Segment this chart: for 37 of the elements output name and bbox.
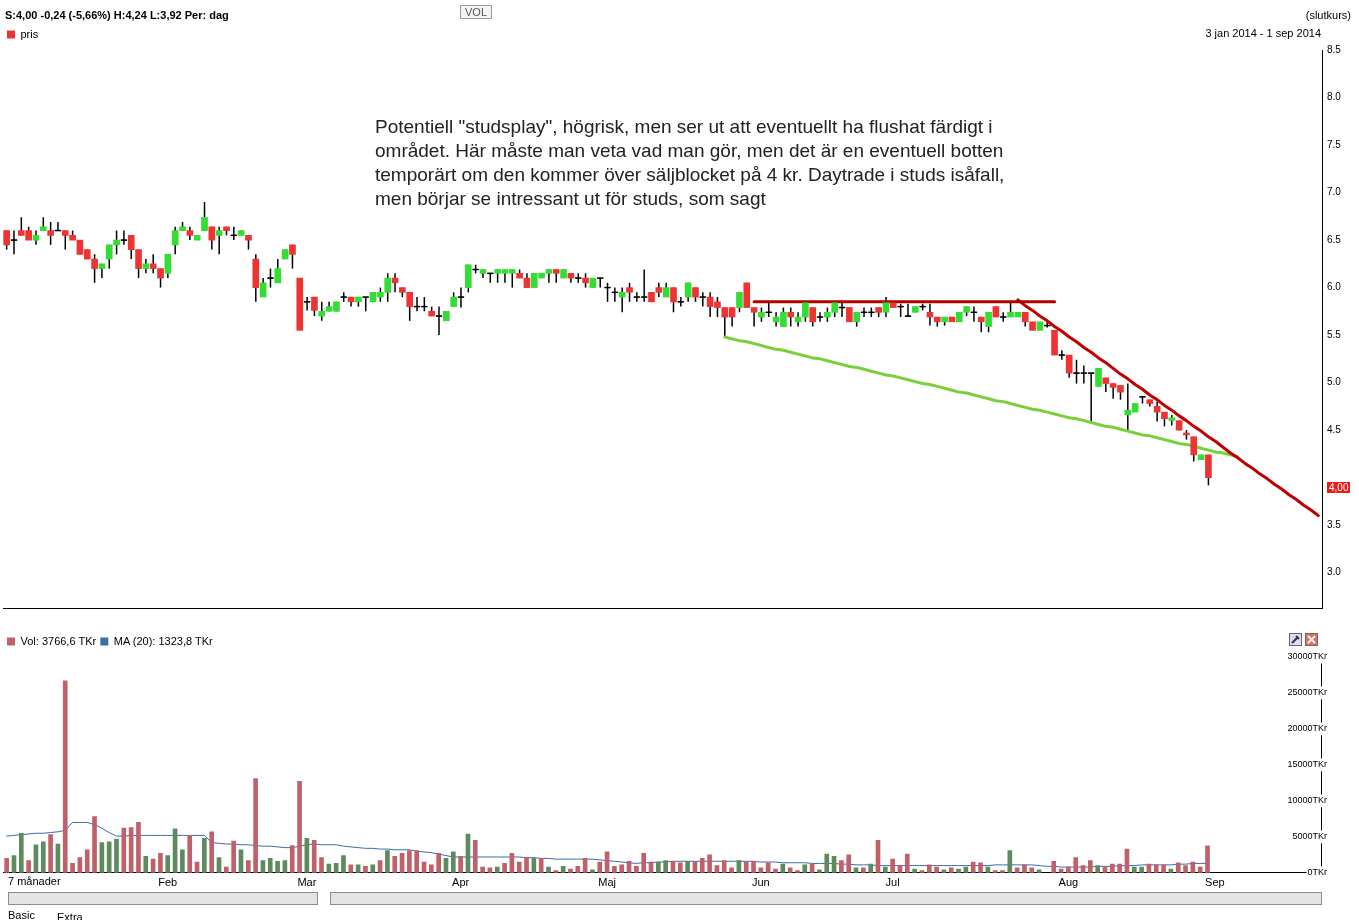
text: Basic — [8, 909, 35, 920]
y-tick-label: 10000TKr — [1287, 795, 1327, 806]
text: 4,00 — [1327, 482, 1351, 493]
y-tick-label: 30000TKr — [1287, 651, 1327, 662]
text: 3 jan 2014 - 1 sep 2014 — [1205, 27, 1321, 39]
text: (slutkurs) — [1305, 9, 1351, 21]
y-tick-label: 6.5 — [1327, 233, 1342, 245]
x-tick-label: Jul — [885, 876, 900, 889]
y-tick-label: 4.5 — [1327, 423, 1342, 435]
x-tick-label: Apr — [452, 876, 470, 889]
y-tick-label: 5.0 — [1327, 376, 1342, 388]
y-tick-label: 5.5 — [1327, 328, 1342, 340]
text: VOL — [460, 5, 493, 19]
y-tick-label: 7.5 — [1327, 138, 1342, 150]
x-tick-label: Mar — [297, 876, 317, 889]
x-tick-label: Jun — [751, 876, 770, 889]
y-tick-label: 6.0 — [1327, 281, 1342, 293]
y-tick-label: 20000TKr — [1287, 723, 1327, 734]
chart-subtitle: S:4,00 -0,24 (-5,66%) H:4,24 L:3,92 Per: dag — [5, 9, 229, 21]
x-tick-label: Aug — [1058, 876, 1079, 889]
y-tick-label: 8.0 — [1327, 91, 1342, 103]
x-tick-label: Sep — [1205, 876, 1225, 889]
legend-label: pris — [20, 27, 39, 40]
y-tick-label: 3.5 — [1327, 518, 1342, 530]
legend-label: MA (20): 1323,8 TKr — [113, 634, 213, 647]
y-tick-label: 15000TKr — [1287, 759, 1327, 770]
annotation: Potentiell "studsplay", högrisk, men ser ut att eventuellt ha flushat färdigt i området. Här måste man veta vad man gör, men det är en eventuell botten temporärt om den kommer över säljblocket på 4 kr. Daytrade i studs isåfall, men börjar se intressant ut för studs, som sagt — [375, 115, 1005, 211]
y-tick-label: 0TKr — [1307, 867, 1327, 878]
x-tick-label: Maj — [598, 876, 616, 889]
legend-label: Vol: 3766,6 TKr — [20, 634, 97, 647]
text: 7 månader — [8, 875, 61, 887]
y-tick-label: 3.0 — [1327, 566, 1342, 578]
y-tick-label: 8.5 — [1327, 43, 1342, 55]
y-tick-label: 5000TKr — [1292, 831, 1327, 842]
x-tick-label: Feb — [158, 876, 178, 889]
y-tick-label: 25000TKr — [1287, 687, 1327, 698]
y-tick-label: 7.0 — [1327, 186, 1342, 198]
